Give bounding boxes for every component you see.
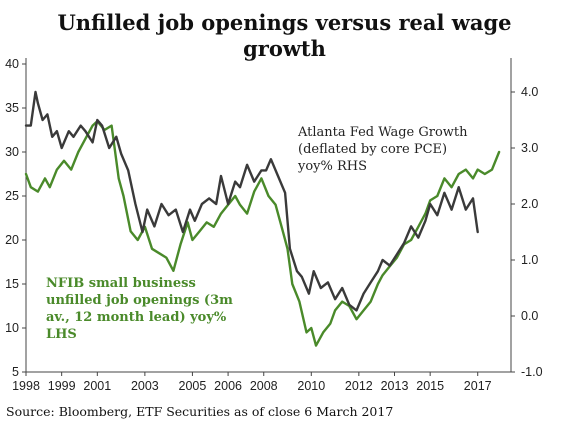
left-tick-label: 10 [5, 321, 19, 335]
annotation-left-line: av., 12 month lead) yoy% [46, 310, 227, 325]
right-tick-label: 4.0 [521, 85, 538, 99]
x-tick-label: 2010 [297, 379, 325, 393]
x-tick-label: 2005 [179, 379, 207, 393]
annotation-left-line: unfilled job openings (3m [46, 293, 233, 308]
annotation-left-line: NFIB small business [46, 276, 196, 291]
x-tick-label: 2006 [214, 379, 242, 393]
chart-title-line1: Unfilled job openings versus real wage [57, 10, 512, 35]
x-tick-label: 1999 [48, 379, 76, 393]
right-tick-label: 2.0 [521, 197, 538, 211]
right-tick-label: 0.0 [521, 309, 538, 323]
x-tick-label: 2017 [464, 379, 492, 393]
x-tick-label: 1998 [12, 379, 40, 393]
annotation-right-line: (deflated by core PCE) [298, 142, 447, 157]
right-tick-label: 1.0 [521, 253, 538, 267]
x-tick-label: 2001 [83, 379, 111, 393]
atlanta-wage-series-line [24, 90, 479, 312]
left-tick-label: 40 [5, 57, 19, 71]
annotation-left-line: LHS [46, 327, 77, 342]
left-tick-label: 25 [5, 189, 19, 203]
chart-title-line2: growth [243, 36, 326, 61]
x-tick-label: 2012 [345, 379, 373, 393]
source-note: Source: Bloomberg, ETF Securities as of … [6, 404, 394, 419]
right-tick-label: 3.0 [521, 141, 538, 155]
right-tick-label: -1.0 [521, 365, 543, 379]
x-tick-label: 2015 [416, 379, 444, 393]
x-tick-label: 2008 [250, 379, 278, 393]
chart-title: Unfilled job openings versus real wage g… [0, 10, 569, 62]
left-tick-label: 30 [5, 145, 19, 159]
x-tick-label: 2003 [131, 379, 159, 393]
left-tick-label: 5 [12, 365, 19, 379]
left-tick-label: 20 [5, 233, 19, 247]
x-tick-label: 2013 [381, 379, 409, 393]
left-tick-label: 15 [5, 277, 19, 291]
annotation-right-line: yoy% RHS [297, 159, 367, 174]
left-tick-label: 35 [5, 101, 19, 115]
annotation-right-line: Atlanta Fed Wage Growth [297, 125, 468, 140]
